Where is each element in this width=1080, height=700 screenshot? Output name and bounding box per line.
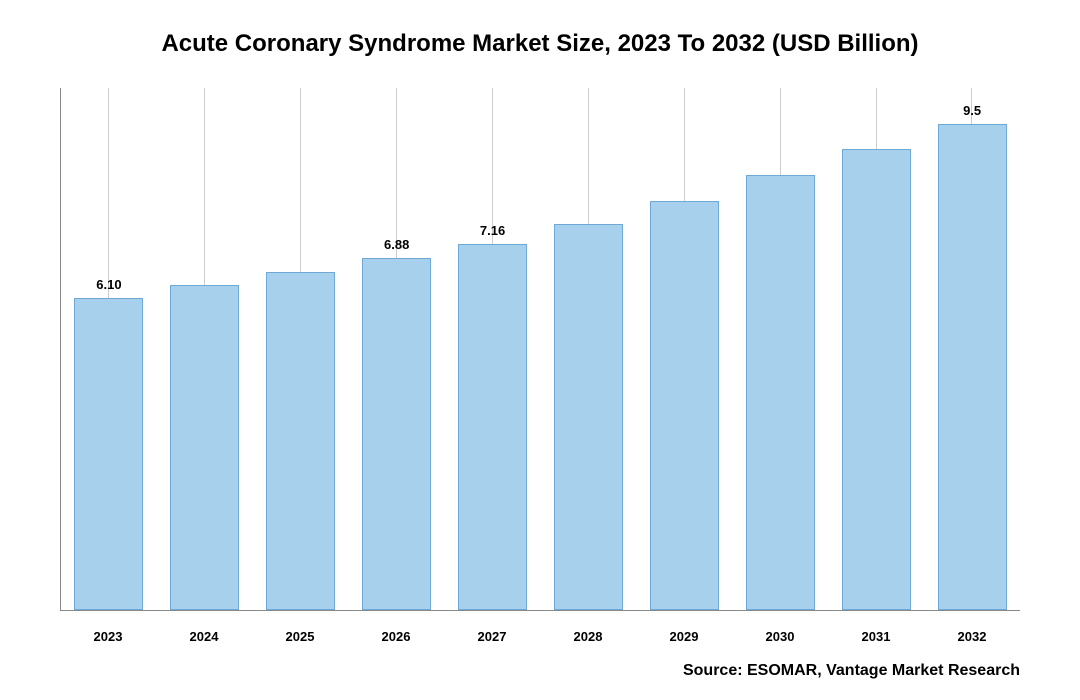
bar-slot [253, 88, 349, 610]
bar-slot: 9.5 [924, 88, 1020, 610]
bar-value-label: 6.88 [384, 237, 409, 252]
x-axis-labels: 2023202420252026202720282029203020312032 [60, 629, 1020, 644]
bar [554, 224, 623, 610]
bar-slot [157, 88, 253, 610]
bar-slot [541, 88, 637, 610]
bar [458, 244, 527, 610]
bar-value-label: 6.10 [96, 277, 121, 292]
bar-slot [636, 88, 732, 610]
bar [362, 258, 431, 610]
chart-container: Acute Coronary Syndrome Market Size, 202… [0, 0, 1080, 700]
x-axis-label: 2030 [732, 629, 828, 644]
x-axis-label: 2032 [924, 629, 1020, 644]
bar [266, 272, 335, 610]
x-axis-label: 2028 [540, 629, 636, 644]
x-axis-label: 2025 [252, 629, 348, 644]
bar [746, 175, 815, 610]
x-axis-label: 2026 [348, 629, 444, 644]
bar-slot: 7.16 [445, 88, 541, 610]
bar-slot: 6.10 [61, 88, 157, 610]
bar [170, 285, 239, 610]
bar-slot [828, 88, 924, 610]
x-axis-label: 2029 [636, 629, 732, 644]
bar [842, 149, 911, 610]
chart-title: Acute Coronary Syndrome Market Size, 202… [50, 30, 1030, 58]
source-attribution: Source: ESOMAR, Vantage Market Research [50, 662, 1030, 680]
x-axis-label: 2023 [60, 629, 156, 644]
bar-slot: 6.88 [349, 88, 445, 610]
bar [74, 298, 143, 610]
bar [650, 201, 719, 610]
x-axis-label: 2024 [156, 629, 252, 644]
bar [938, 124, 1007, 610]
bar-value-label: 7.16 [480, 223, 505, 238]
x-axis-label: 2027 [444, 629, 540, 644]
bar-value-label: 9.5 [963, 103, 981, 118]
chart-plot-area: 6.10 6.88 7.16 9.5 [60, 88, 1020, 611]
bars-group: 6.10 6.88 7.16 9.5 [61, 88, 1020, 610]
x-axis-label: 2031 [828, 629, 924, 644]
bar-slot [732, 88, 828, 610]
